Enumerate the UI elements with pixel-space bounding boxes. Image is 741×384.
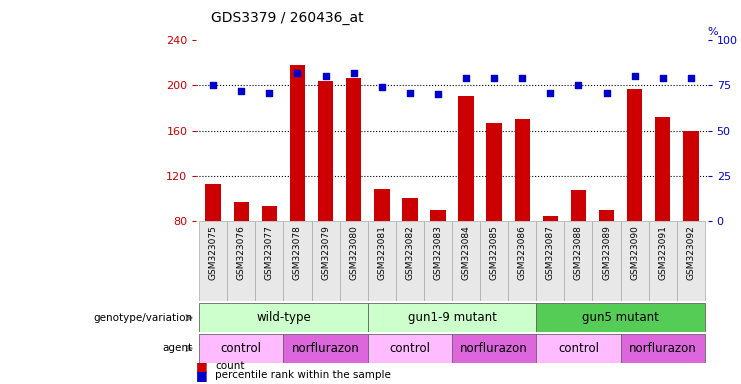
FancyBboxPatch shape	[648, 221, 677, 301]
FancyBboxPatch shape	[368, 221, 396, 301]
Text: gun5 mutant: gun5 mutant	[582, 311, 659, 324]
Text: norflurazon: norflurazon	[460, 342, 528, 355]
Bar	[655, 117, 671, 221]
Bar	[459, 96, 473, 221]
FancyBboxPatch shape	[565, 221, 593, 301]
Text: %: %	[708, 27, 718, 37]
FancyBboxPatch shape	[508, 221, 536, 301]
Point	[319, 73, 331, 79]
Bar	[346, 78, 362, 221]
Text: GSM323076: GSM323076	[237, 225, 246, 280]
Text: GSM323077: GSM323077	[265, 225, 274, 280]
FancyBboxPatch shape	[452, 221, 480, 301]
Bar	[290, 65, 305, 221]
Point	[685, 75, 697, 81]
Text: percentile rank within the sample: percentile rank within the sample	[215, 370, 391, 380]
Text: GSM323092: GSM323092	[686, 225, 695, 280]
Text: GSM323078: GSM323078	[293, 225, 302, 280]
Bar	[514, 119, 530, 221]
FancyBboxPatch shape	[536, 303, 705, 332]
Text: ■: ■	[196, 360, 208, 373]
Text: norflurazon: norflurazon	[292, 342, 359, 355]
Point	[291, 70, 303, 76]
FancyBboxPatch shape	[536, 221, 565, 301]
Point	[348, 70, 359, 76]
Point	[460, 75, 472, 81]
FancyBboxPatch shape	[284, 221, 311, 301]
Bar	[374, 189, 390, 221]
FancyBboxPatch shape	[536, 334, 620, 363]
FancyBboxPatch shape	[284, 334, 368, 363]
Text: genotype/variation: genotype/variation	[93, 313, 193, 323]
Text: GDS3379 / 260436_at: GDS3379 / 260436_at	[211, 11, 364, 25]
Text: GSM323090: GSM323090	[630, 225, 639, 280]
Bar	[627, 89, 642, 221]
FancyBboxPatch shape	[452, 334, 536, 363]
Bar	[431, 210, 445, 221]
Text: ■: ■	[196, 369, 208, 382]
FancyBboxPatch shape	[480, 221, 508, 301]
Text: GSM323075: GSM323075	[209, 225, 218, 280]
Text: control: control	[221, 342, 262, 355]
FancyBboxPatch shape	[368, 334, 452, 363]
Text: control: control	[558, 342, 599, 355]
FancyBboxPatch shape	[677, 221, 705, 301]
Point	[404, 89, 416, 96]
FancyBboxPatch shape	[396, 221, 424, 301]
Text: control: control	[389, 342, 431, 355]
Text: agent: agent	[162, 343, 193, 354]
FancyBboxPatch shape	[311, 221, 339, 301]
FancyBboxPatch shape	[620, 221, 648, 301]
FancyBboxPatch shape	[620, 334, 705, 363]
Bar	[233, 202, 249, 221]
FancyBboxPatch shape	[368, 303, 536, 332]
Text: GSM323084: GSM323084	[462, 225, 471, 280]
Bar	[683, 131, 699, 221]
Text: gun1-9 mutant: gun1-9 mutant	[408, 311, 496, 324]
Text: GSM323089: GSM323089	[602, 225, 611, 280]
Text: GSM323088: GSM323088	[574, 225, 583, 280]
Text: GSM323091: GSM323091	[658, 225, 667, 280]
Point	[657, 75, 668, 81]
Bar	[542, 216, 558, 221]
Point	[236, 88, 247, 94]
Bar	[571, 190, 586, 221]
Bar	[402, 198, 418, 221]
Point	[628, 73, 640, 79]
Point	[488, 75, 500, 81]
Bar	[205, 184, 221, 221]
Text: GSM323079: GSM323079	[321, 225, 330, 280]
FancyBboxPatch shape	[339, 221, 368, 301]
FancyBboxPatch shape	[227, 221, 256, 301]
Point	[207, 83, 219, 89]
Text: GSM323086: GSM323086	[518, 225, 527, 280]
Text: GSM323082: GSM323082	[405, 225, 414, 280]
Point	[376, 84, 388, 90]
Text: wild-type: wild-type	[256, 311, 310, 324]
FancyBboxPatch shape	[593, 221, 620, 301]
Text: count: count	[215, 361, 245, 371]
Bar	[599, 210, 614, 221]
Point	[601, 89, 613, 96]
Text: GSM323087: GSM323087	[546, 225, 555, 280]
FancyBboxPatch shape	[199, 334, 284, 363]
FancyBboxPatch shape	[199, 221, 227, 301]
Point	[432, 91, 444, 98]
Text: GSM323085: GSM323085	[490, 225, 499, 280]
Point	[573, 83, 585, 89]
Bar	[486, 122, 502, 221]
Bar	[262, 206, 277, 221]
Text: norflurazon: norflurazon	[629, 342, 697, 355]
Text: GSM323081: GSM323081	[377, 225, 386, 280]
FancyBboxPatch shape	[199, 303, 368, 332]
Bar	[318, 81, 333, 221]
Point	[264, 89, 276, 96]
Point	[516, 75, 528, 81]
FancyBboxPatch shape	[256, 221, 284, 301]
FancyBboxPatch shape	[424, 221, 452, 301]
Text: GSM323083: GSM323083	[433, 225, 442, 280]
Text: GSM323080: GSM323080	[349, 225, 358, 280]
Point	[545, 89, 556, 96]
